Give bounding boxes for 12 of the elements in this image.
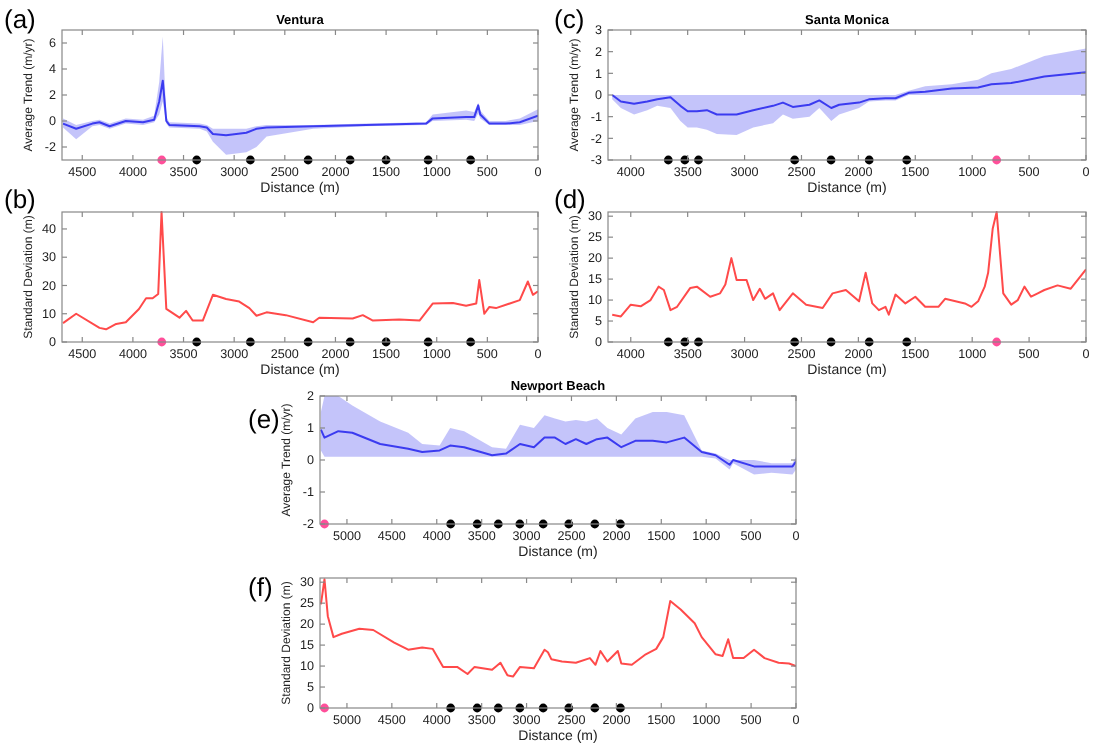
text: (f): [248, 572, 273, 602]
line-series: [611, 211, 1086, 318]
line-series: [62, 79, 538, 137]
line-series: [611, 71, 1086, 116]
text: (a): [4, 4, 36, 34]
text: (b): [4, 184, 36, 214]
line-series: [62, 211, 538, 331]
text: (e): [248, 404, 280, 434]
text: (c): [554, 4, 585, 34]
line-series: [320, 428, 796, 468]
line-series: [320, 578, 796, 678]
text: (d): [554, 184, 586, 214]
